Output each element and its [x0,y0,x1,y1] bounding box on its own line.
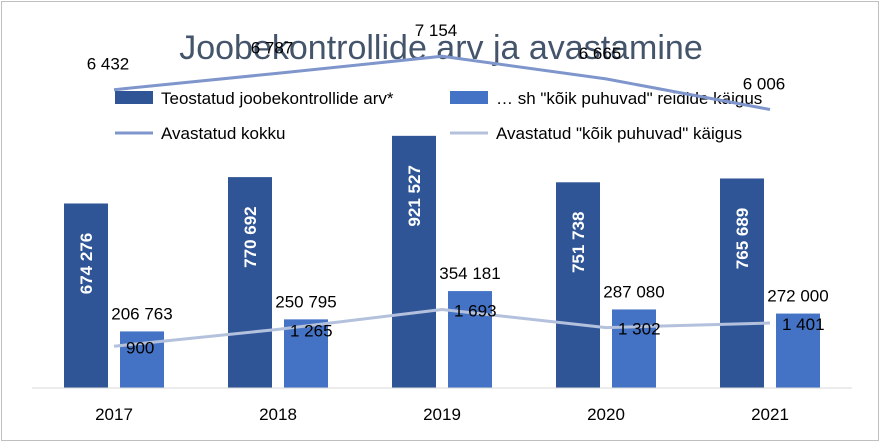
legend-label: Teostatud joobekontrollide arv* [161,89,394,108]
bar-kontrollid-2017 [64,203,108,388]
bar-value-label-koik-puhuvad: 206 763 [111,304,172,323]
x-tick-label: 2019 [423,405,461,424]
bar-value-label-koik-puhuvad: 287 080 [603,282,664,301]
data-labels-layer: 674 276 206 763 6 432 900 770 692 250 795 6 78… [77,21,829,357]
x-tick-label: 2020 [587,405,625,424]
bar-value-label-kontrollid: 674 276 [77,233,96,294]
legend-label: … sh "kõik puhuvad" reidide käigus [496,89,762,108]
bar-kontrollid-2018 [228,177,272,388]
line-value-label-avastatud-kokku: 6 665 [579,44,622,63]
line-value-label-avastatud-koik-puhuvad: 1 302 [618,320,661,339]
x-tick-label: 2017 [95,405,133,424]
line-value-label-avastatud-kokku: 6 787 [251,38,294,57]
legend-label: Avastatud kokku [161,124,285,143]
bar-kontrollid-2020 [556,182,600,388]
bar-value-label-koik-puhuvad: 272 000 [767,287,828,306]
legend-label: Avastatud "kõik puhuvad" käigus [496,124,742,143]
bar-kontrollid-2019 [392,135,436,388]
line-avastatud-koik-puhuvad [113,307,771,348]
bars-layer [64,135,820,388]
bar-koik-puhuvad-2020 [612,309,656,388]
bar-koik-puhuvad-2019 [448,291,492,388]
line-value-label-avastatud-koik-puhuvad: 1 693 [454,301,497,320]
bar-value-label-kontrollid: 921 527 [405,165,424,226]
bar-koik-puhuvad-2021 [776,313,820,388]
bar-value-label-koik-puhuvad: 250 795 [275,292,336,311]
line-value-label-avastatud-koik-puhuvad: 900 [126,338,154,357]
x-tick-label: 2018 [259,405,297,424]
line-avastatud-kokku [113,54,771,111]
bar-value-label-kontrollid: 765 689 [733,208,752,269]
legend-swatch [450,91,488,104]
legend: Teostatud joobekontrollide arv* … sh "kõi… [115,89,762,143]
chart-title: Joobekontrollide arv ja avastamine [179,29,703,67]
x-tick-label: 2021 [751,405,789,424]
line-value-label-avastatud-kokku: 6 432 [87,55,130,74]
bar-value-label-kontrollid: 751 738 [569,212,588,273]
legend-swatch [115,91,153,104]
line-value-label-avastatud-koik-puhuvad: 1 265 [290,321,333,340]
bar-kontrollid-2021 [720,178,764,388]
line-value-label-avastatud-kokku: 7 154 [415,21,458,40]
line-value-label-avastatud-kokku: 6 006 [743,74,786,93]
line-value-label-avastatud-koik-puhuvad: 1 401 [782,315,825,334]
bar-koik-puhuvad-2018 [284,319,328,388]
bar-value-label-kontrollid: 770 692 [241,206,260,267]
lines-layer [113,54,771,348]
bar-value-label-koik-puhuvad: 354 181 [439,264,500,283]
x-tick-labels: 2017 2018 2019 2020 2021 [95,405,789,424]
